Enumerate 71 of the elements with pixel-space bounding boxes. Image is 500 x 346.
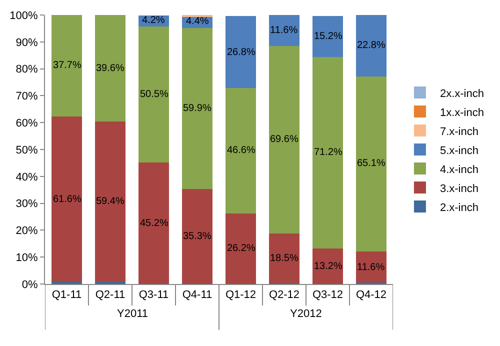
data-label: 37.7%	[53, 60, 82, 71]
legend-label: 5.x-inch	[440, 144, 478, 157]
bar	[138, 26, 169, 162]
y-tick-label: 0%	[22, 278, 38, 291]
x-tick-label: Q4-11	[182, 289, 212, 302]
bar	[356, 15, 386, 76]
data-label: 13.2%	[314, 261, 342, 272]
x-tick-label: Q3-12	[312, 289, 344, 302]
bar	[269, 46, 300, 234]
bar	[52, 116, 82, 282]
data-label: 71.2%	[314, 147, 342, 158]
y-tick-label: 50%	[16, 144, 38, 156]
x-tick-label: Q2-11	[95, 289, 126, 302]
data-label: 4.4%	[186, 16, 209, 27]
bar	[356, 251, 386, 283]
bar	[95, 281, 126, 284]
y-tick-label: 70%	[16, 90, 38, 103]
data-label: 65.1%	[357, 158, 386, 169]
data-label: 11.6%	[270, 25, 298, 36]
data-label: 59.9%	[183, 103, 212, 114]
x-tick-label: Q1-12	[225, 289, 256, 302]
y-tick-label: 20%	[16, 225, 38, 238]
bar	[269, 15, 300, 46]
bar	[312, 248, 343, 284]
bar	[312, 16, 343, 57]
bar	[312, 56, 343, 248]
data-label: 45.2%	[140, 218, 168, 229]
data-label: 22.8%	[357, 40, 386, 51]
data-label: 50.5%	[140, 89, 168, 100]
bar	[95, 15, 126, 122]
x-tick-label: Q3-11	[138, 289, 169, 302]
y-tick-label: 30%	[16, 198, 38, 210]
legend-label: 1x.x-inch	[440, 106, 484, 119]
x-tick-label: Q1-11	[52, 289, 82, 302]
x-tick-label: Q4-12	[356, 289, 387, 302]
data-label: 11.6%	[357, 262, 385, 273]
bar	[356, 76, 386, 252]
data-label: 15.2%	[314, 31, 342, 42]
data-label: 46.6%	[227, 145, 256, 156]
y-tick-label: 100%	[10, 10, 38, 22]
data-label: 26.8%	[227, 47, 256, 58]
data-label: 26.2%	[227, 243, 256, 254]
data-label: 18.5%	[270, 253, 298, 264]
bar	[226, 16, 256, 88]
text: Y2012	[290, 308, 322, 320]
data-label: 35.3%	[183, 231, 212, 242]
y-tick-label: 80%	[16, 64, 38, 76]
legend-label: 4.x-inch	[440, 164, 478, 176]
y-tick-label: 40%	[16, 171, 38, 184]
text: Y2011	[117, 308, 148, 320]
bar	[138, 162, 169, 284]
bar	[95, 122, 126, 282]
data-label: 59.4%	[96, 196, 124, 207]
bar	[269, 233, 300, 284]
data-label: 4.2%	[142, 15, 165, 26]
data-label: 39.6%	[96, 63, 124, 74]
bar	[52, 15, 82, 116]
data-label: 69.6%	[270, 134, 298, 145]
legend-label: 3.x-inch	[440, 182, 478, 195]
bar	[182, 28, 212, 190]
x-tick-label: Q2-12	[268, 289, 300, 302]
bar	[226, 214, 256, 284]
legend-label: 2x.x-inch	[440, 88, 484, 100]
bar	[182, 189, 212, 284]
data-label: 61.6%	[53, 194, 82, 205]
y-tick-label: 90%	[16, 36, 38, 49]
legend-label: 2.x-inch	[440, 202, 478, 214]
bar	[226, 88, 256, 214]
legend-label: 7.x-inch	[440, 126, 478, 138]
y-tick-label: 10%	[16, 252, 38, 264]
y-tick-label: 60%	[16, 117, 38, 130]
